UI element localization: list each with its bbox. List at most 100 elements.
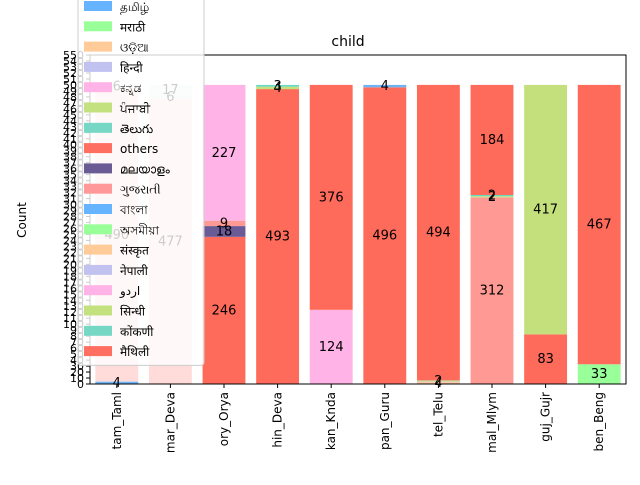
bar-segment-kan_Knda-0 [309, 309, 353, 384]
legend-swatch [84, 163, 112, 174]
bar-value-label-mal_Mlym-3: 184 [480, 133, 505, 148]
bar-segment-mal_Mlym-0 [470, 197, 514, 384]
legend-label: कोंकणी [120, 325, 154, 339]
bar-segment-tel_Telu-1 [416, 380, 460, 382]
legend-label: मराठी [120, 20, 146, 34]
bar-value-label-guj_Gujr-0: 83 [537, 352, 554, 367]
bar-segment-tel_Telu-2 [416, 84, 460, 381]
x-tick-label-tam_Taml: tam_Taml [110, 392, 124, 449]
bar-value-labels: 4490647761724618922749343124376496442494… [104, 79, 611, 391]
x-tick-label-tel_Telu: tel_Telu [431, 392, 445, 437]
bar-value-label-ben_Beng-1: 467 [587, 218, 612, 233]
legend-label: മലയാളം [120, 162, 171, 176]
bar-value-label-hin_Deva-0: 493 [265, 230, 290, 245]
bar-value-label-pan_Guru-0: 496 [372, 229, 397, 244]
bar-value-label-guj_Gujr-1: 417 [533, 203, 558, 218]
bar-segment-guj_Gujr-1 [524, 84, 568, 335]
legend-label: सिन्धी [120, 305, 146, 319]
legend-label: मैथिली [120, 345, 150, 359]
bar-value-label-ory_Orya-0: 246 [212, 303, 237, 318]
legend-label: others [120, 142, 158, 156]
legend-swatch [84, 82, 112, 93]
legend-label: తెలుగు [120, 122, 153, 136]
x-tick-label-guj_Gujr: guj_Gujr [539, 392, 553, 442]
bar-value-label-pan_Guru-1: 4 [381, 79, 389, 94]
bar-value-label-tam_Taml-0: 4 [113, 376, 121, 391]
legend-label: हिन्दी [120, 61, 144, 75]
legend-label: தமிழ் [120, 0, 149, 14]
bar-value-label-tel_Telu-2: 494 [426, 226, 451, 241]
bar-value-label-tel_Telu-0: 4 [434, 376, 442, 391]
x-tick-label-ory_Orya: ory_Orya [217, 392, 231, 446]
bar-segment-ory_Orya-3 [202, 84, 246, 221]
bar-value-label-ben_Beng-0: 33 [591, 367, 608, 382]
bar-segment-ben_Beng-0 [577, 364, 621, 384]
bar-segment-ory_Orya-0 [202, 236, 246, 384]
bar-value-label-mal_Mlym-0: 312 [480, 284, 505, 299]
y-tick-label: 10 [70, 372, 84, 385]
x-axis: tam_Taml mar_Deva ory_Orya hin_Deva kan_Knda… [110, 384, 606, 453]
legend-swatch [84, 21, 112, 32]
legend: தமிழ் मराठी ଓଡ଼ିଆ हिन्दी ಕನ್ನಡ ਪੰਜਾਬੀ తెలుగు ot… [77, 0, 205, 366]
legend-swatch [84, 61, 112, 72]
legend-swatch [84, 41, 112, 52]
bar-value-label-ory_Orya-3: 227 [212, 146, 237, 161]
bar-value-label-mal_Mlym-2: 2 [488, 189, 496, 204]
bar-segment-tam_Taml-0 [95, 381, 139, 384]
y-tick-label: 0 [77, 378, 84, 391]
bar-segment-pan_Guru-0 [363, 87, 407, 385]
legend-swatch [84, 224, 112, 235]
legend-swatch [84, 346, 112, 357]
bar-segment-ben_Beng-1 [577, 84, 621, 365]
legend-label: অসমীয়া [119, 223, 159, 237]
bar-value-label-kan_Knda-0: 124 [319, 340, 344, 355]
bar-segment-guj_Gujr-0 [524, 334, 568, 384]
bar-value-label-ory_Orya-1: 18 [216, 224, 233, 239]
bar-segment-hin_Deva-2 [256, 84, 300, 87]
bar-segment-pan_Guru-1 [363, 84, 407, 88]
legend-swatch [84, 102, 112, 113]
legend-label: ಕನ್ನಡ [120, 81, 142, 96]
bar-value-label-hin_Deva-2: 3 [273, 79, 281, 94]
legend-swatch [84, 1, 112, 11]
bar-segment-mal_Mlym-2 [470, 194, 514, 197]
bar-segment-hin_Deva-0 [256, 89, 300, 384]
legend-swatch [84, 264, 112, 275]
legend-swatch [84, 325, 112, 336]
bar-value-label-kan_Knda-1: 376 [319, 190, 344, 205]
legend-label: ਪੰਜਾਬੀ [119, 102, 150, 116]
x-tick-label-mar_Deva: mar_Deva [163, 392, 177, 453]
legend-label: اردو [119, 284, 140, 299]
x-tick-label-hin_Deva: hin_Deva [271, 392, 285, 448]
bar-segment-hin_Deva-1 [256, 86, 300, 90]
legend-label: বাংলা [119, 203, 148, 217]
legend-swatch [84, 183, 112, 194]
bar-value-label-tel_Telu-1: 2 [434, 374, 442, 389]
legend-swatch [84, 143, 112, 154]
legend-label: संस्कृत [120, 244, 150, 259]
x-tick-label-kan_Knda: kan_Knda [324, 392, 338, 450]
bar-segment-ory_Orya-1 [202, 226, 246, 237]
bar-segment-mal_Mlym-1 [470, 196, 514, 198]
x-tick-label-pan_Guru: pan_Guru [378, 392, 392, 450]
bar-value-label-hin_Deva-1: 4 [273, 81, 281, 96]
legend-swatch [84, 122, 112, 133]
legend-label: नेपाली [120, 264, 149, 278]
legend-swatch [84, 204, 112, 214]
chart-title: child [331, 34, 364, 50]
x-tick-label-mal_Mlym: mal_Mlym [485, 392, 499, 453]
bar-value-label-ory_Orya-2: 9 [220, 216, 228, 231]
bar-segment-mal_Mlym-3 [470, 84, 514, 195]
legend-label: ଓଡ଼ିଆ [120, 41, 149, 55]
legend-swatch [84, 244, 112, 255]
bar-segment-kan_Knda-1 [309, 84, 353, 310]
legend-label: ગુજરાતી [120, 183, 161, 197]
x-tick-label-ben_Beng: ben_Beng [592, 392, 606, 451]
bar-segment-ory_Orya-2 [202, 220, 246, 227]
legend-swatch [84, 285, 112, 296]
y-tick-label: 20 [70, 366, 84, 379]
y-axis-label: Count [15, 202, 29, 238]
legend-swatch [84, 305, 112, 316]
